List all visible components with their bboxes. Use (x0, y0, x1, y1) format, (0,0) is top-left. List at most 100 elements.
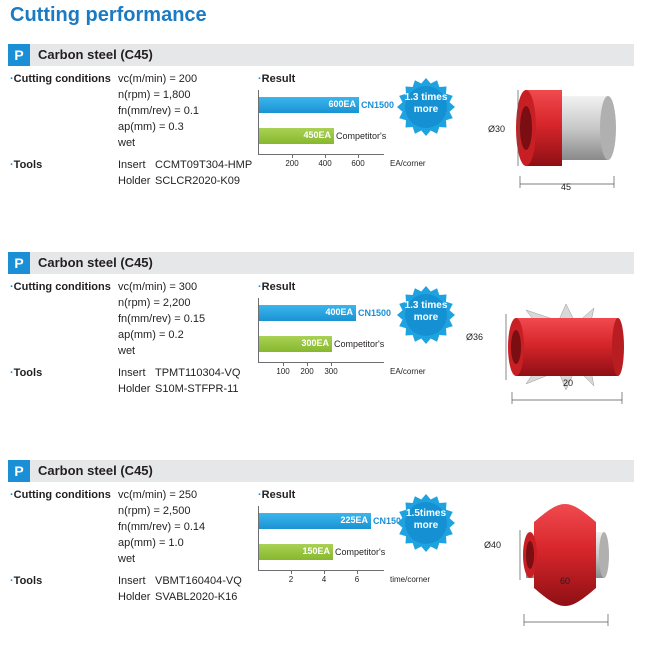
x-axis-unit: EA/corner (390, 367, 426, 376)
bar-value-label: 300EA (301, 338, 329, 348)
x-tick (325, 154, 326, 158)
condition-value: n(rpm) = 2,500 (118, 505, 191, 517)
chart-x-axis (258, 570, 384, 571)
condition-value: wet (118, 345, 136, 357)
insert-label: Insert (118, 575, 146, 587)
condition-value: vc(m/min) = 300 (118, 281, 198, 293)
holder-label: Holder (118, 383, 151, 395)
x-tick-label: 200 (285, 159, 299, 168)
x-tick-label: 100 (276, 367, 290, 376)
bullet-icon: · (10, 73, 14, 85)
material-title: Carbon steel (C45) (38, 463, 153, 478)
x-tick (324, 570, 325, 574)
bullet-icon: · (10, 281, 14, 293)
dimension-length: 60 (560, 576, 571, 586)
section-header: P Carbon steel (C45) (8, 252, 634, 274)
x-tick-label: 400 (318, 159, 332, 168)
burst-text-line1: 1.5times (405, 508, 447, 519)
chart-bar-competitor: 300EA (259, 336, 332, 352)
chart-bar-cn1500: 225EA (259, 513, 371, 529)
bullet-icon: · (10, 367, 14, 379)
bullet-icon: · (10, 575, 14, 587)
insert-value: VBMT160404-VQ (155, 575, 242, 587)
condition-value: vc(m/min) = 200 (118, 73, 198, 85)
series-label: Competitor's (335, 547, 386, 557)
condition-value: vc(m/min) = 250 (118, 489, 198, 501)
improvement-burst: 1.3 times more (397, 286, 455, 344)
cutting-conditions-label: ·Cutting conditions (10, 73, 111, 85)
cutting-conditions-label: ·Cutting conditions (10, 281, 111, 293)
holder-value: SVABL2020-K16 (155, 591, 238, 603)
x-tick (283, 362, 284, 366)
chart-y-axis (258, 90, 259, 154)
condition-value: ap(mm) = 0.3 (118, 121, 184, 133)
holder-value: S10M-STFPR-11 (155, 383, 239, 395)
bar-value-label: 400EA (325, 307, 353, 317)
chart-x-axis (258, 362, 384, 363)
dimension-diameter: Ø30 (488, 124, 506, 134)
material-group-badge: P (8, 460, 30, 482)
condition-value: n(rpm) = 2,200 (118, 297, 191, 309)
improvement-burst: 1.3 times more (397, 78, 455, 136)
bullet-icon: · (258, 73, 262, 85)
improvement-burst: 1.5times more (397, 494, 455, 552)
tools-label: ·Tools (10, 159, 43, 171)
starburst-icon (397, 78, 455, 136)
burst-text-line1: 1.3 times (404, 300, 448, 311)
material-group-badge: P (8, 252, 30, 274)
holder-label: Holder (118, 175, 151, 187)
cutting-conditions-label: ·Cutting conditions (10, 489, 111, 501)
x-axis-unit: EA/corner (390, 159, 426, 168)
section-header: P Carbon steel (C45) (8, 460, 634, 482)
x-tick (291, 570, 292, 574)
condition-value: wet (118, 137, 136, 149)
material-title: Carbon steel (C45) (38, 255, 153, 270)
burst-text-line2: more (413, 520, 439, 531)
chart-bar-cn1500: 600EA (259, 97, 359, 113)
burst-text-line1: 1.3 times (404, 92, 448, 103)
bar-value-label: 150EA (302, 546, 330, 556)
x-tick-label: 2 (288, 575, 294, 584)
x-tick-label: 4 (321, 575, 327, 584)
condition-value: fn(mm/rev) = 0.15 (118, 313, 206, 325)
chart-bar-cn1500: 400EA (259, 305, 356, 321)
section-1: P Carbon steel (C45) ·Cutting conditions… (0, 44, 650, 244)
chart-x-axis (258, 154, 384, 155)
condition-value: fn(mm/rev) = 0.1 (118, 105, 199, 117)
series-label: CN1500 (358, 308, 392, 318)
x-tick-label: 300 (324, 367, 338, 376)
chart-bar-competitor: 150EA (259, 544, 333, 560)
series-label: Competitor's (334, 339, 385, 349)
x-tick (292, 154, 293, 158)
starburst-icon (397, 286, 455, 344)
result-label: ·Result (258, 489, 296, 501)
bar-value-label: 450EA (303, 130, 331, 140)
page-title: Cutting performance (10, 4, 207, 26)
burst-text-line2: more (413, 312, 439, 323)
x-axis-unit: time/corner (390, 575, 431, 584)
bar-value-label: 600EA (328, 99, 356, 109)
x-tick (357, 570, 358, 574)
series-label: Competitor's (336, 131, 387, 141)
insert-value: CCMT09T304-HMP (155, 159, 253, 171)
series-label: CN1500 (373, 516, 407, 526)
workpiece-illustration (519, 504, 609, 626)
x-tick (358, 154, 359, 158)
insert-label: Insert (118, 367, 146, 379)
x-tick-label: 200 (300, 367, 314, 376)
starburst-icon (397, 494, 455, 552)
material-group-badge: P (8, 44, 30, 66)
section-3: P Carbon steel (C45) ·Cutting conditions… (0, 460, 650, 660)
condition-value: ap(mm) = 0.2 (118, 329, 184, 341)
dimension-diameter: Ø40 (484, 540, 502, 550)
condition-value: ap(mm) = 1.0 (118, 537, 184, 549)
dimension-length: 20 (563, 378, 574, 388)
x-tick (331, 362, 332, 366)
burst-text-line2: more (413, 104, 439, 115)
tools-label: ·Tools (10, 367, 43, 379)
workpiece-illustration (505, 303, 624, 404)
dimension-length: 45 (561, 182, 572, 192)
result-label: ·Result (258, 281, 296, 293)
bullet-icon: · (10, 489, 14, 501)
bar-value-label: 225EA (340, 515, 368, 525)
